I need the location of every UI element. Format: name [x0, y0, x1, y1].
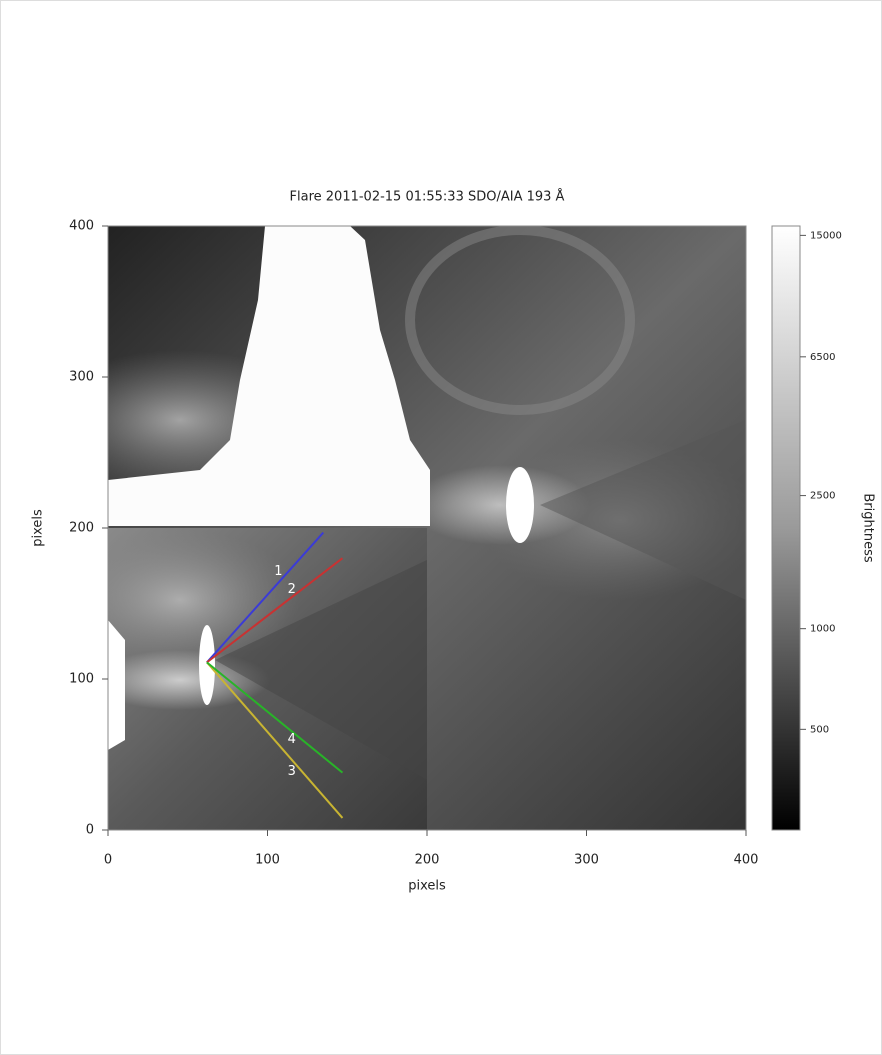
colorbar-tick-label: 1000: [810, 624, 835, 635]
x-tick-label: 400: [734, 853, 759, 868]
y-tick-label: 300: [69, 370, 94, 385]
line-label: 1: [274, 564, 282, 579]
colorbar: [771, 225, 801, 831]
colorbar-tick-label: 2500: [810, 491, 835, 502]
line-label: 2: [288, 582, 296, 597]
inset-image: [108, 528, 427, 830]
colorbar-tick-label: 500: [810, 724, 829, 735]
x-tick-label: 100: [255, 853, 280, 868]
profile-line: [206, 661, 344, 774]
profile-line: [206, 531, 325, 664]
profile-line: [206, 557, 344, 664]
y-axis-label: pixels: [31, 509, 46, 547]
line-label: 4: [288, 732, 296, 747]
y-tick-label: 400: [69, 219, 94, 234]
x-tick-label: 0: [104, 853, 112, 868]
colorbar-tick-label: 15000: [810, 230, 842, 241]
x-axis-label: pixels: [408, 879, 446, 894]
y-tick-label: 0: [86, 823, 94, 838]
colorbar-label: Brightness: [861, 493, 876, 562]
x-tick-label: 200: [415, 853, 440, 868]
chart-title: Flare 2011-02-15 01:55:33 SDO/AIA 193 Å: [290, 189, 565, 205]
y-tick-label: 100: [69, 672, 94, 687]
profile-line: [206, 661, 344, 819]
x-tick-label: 300: [574, 853, 599, 868]
y-tick-label: 200: [69, 521, 94, 536]
colorbar-tick-label: 6500: [810, 352, 835, 363]
line-label: 3: [288, 764, 296, 779]
